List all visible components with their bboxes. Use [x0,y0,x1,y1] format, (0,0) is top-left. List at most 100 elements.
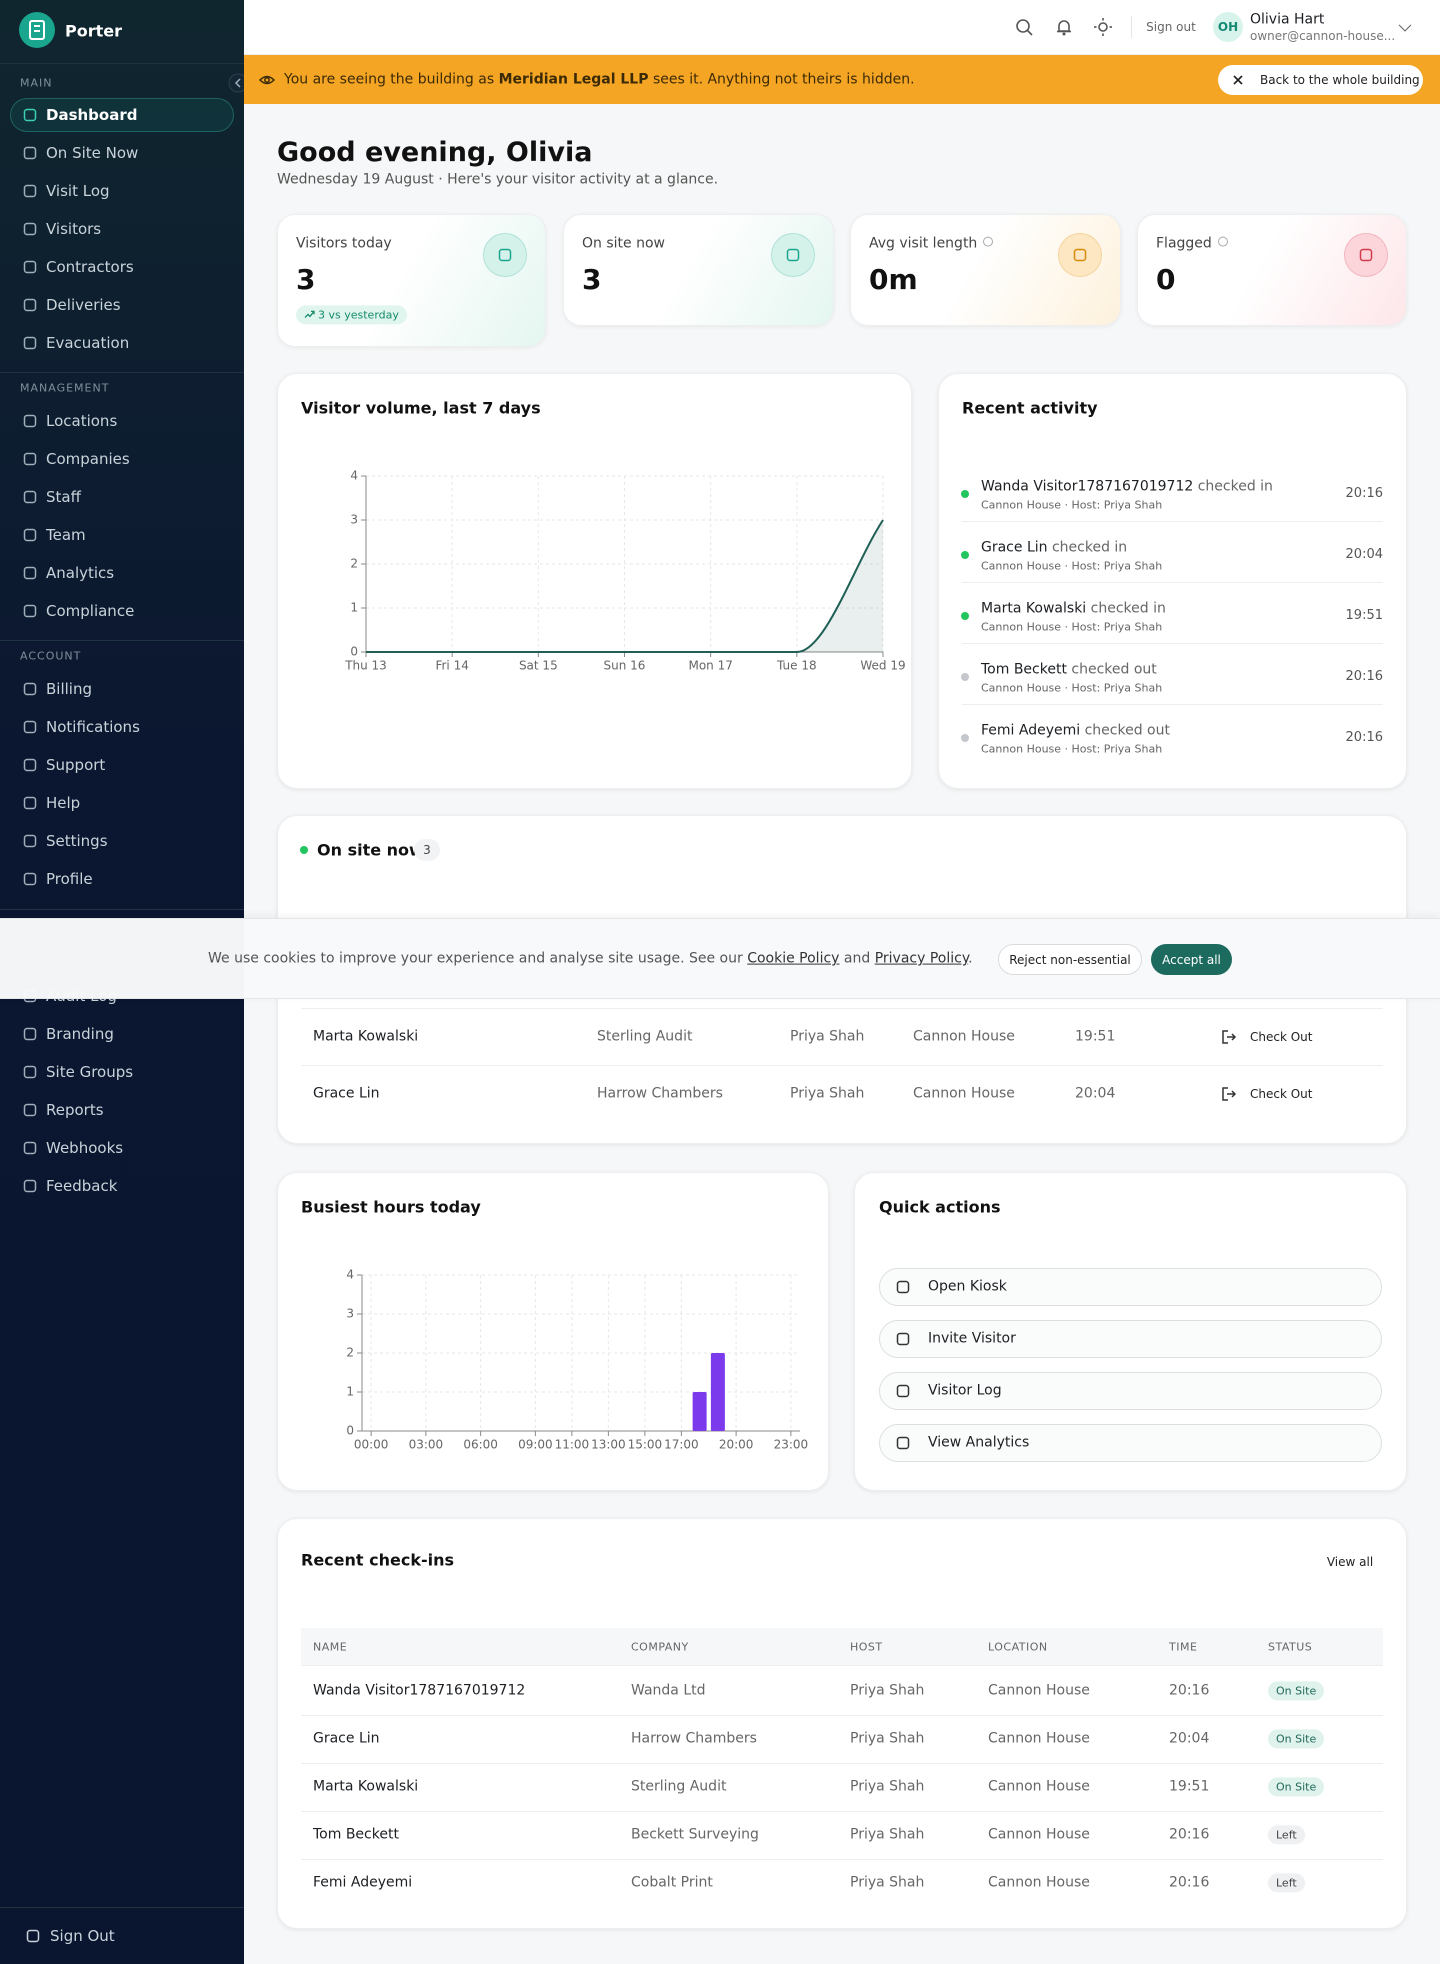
sign-out-link[interactable]: Sign out [1146,19,1196,34]
accept-button[interactable] [1151,944,1232,975]
cell: Cannon House [988,1682,1090,1699]
cell: 19:51 [1075,1028,1116,1045]
quick-action-label[interactable]: Visitor Log [928,1382,1002,1399]
banner-button[interactable] [1218,65,1423,95]
logo[interactable] [19,12,55,48]
avatar-initials: OH [1217,19,1239,34]
stat-delta: 3 vs yesterday [296,305,407,325]
nav-item[interactable]: Billing [46,680,92,698]
sidebar-divider [0,640,244,641]
quick-action[interactable] [879,1372,1382,1410]
cell: 20:16 [1169,1874,1210,1891]
notifications-button[interactable] [1055,18,1073,36]
avatar [1213,12,1243,42]
nav-item[interactable]: Companies [46,450,130,468]
cookie-policy-link[interactable]: Cookie Policy [747,950,840,967]
stat-delta-text: 3 vs yesterday [318,308,399,322]
banner-button-label[interactable]: Back to the whole building [1260,72,1420,87]
row-divider [962,521,1383,522]
cell: Cannon House [988,1778,1090,1795]
search-button[interactable] [1015,18,1033,36]
nav-item[interactable]: Profile [46,870,93,888]
theme-button[interactable] [1094,18,1112,36]
nav-item[interactable]: Team [46,526,86,544]
cell: Beckett Surveying [631,1826,759,1843]
icon [23,796,37,810]
activity-name: Grace Lin [981,539,1048,556]
icon [23,682,37,696]
nav-item[interactable]: Visitors [46,220,102,238]
quick-action-label[interactable]: Open Kiosk [928,1278,1007,1295]
nav-item[interactable]: Support [46,756,106,774]
cell: 20:16 [1169,1826,1210,1843]
topbar-divider [1131,16,1132,38]
nav-item[interactable]: Branding [46,1025,114,1043]
stat-label: Avg visit length [869,236,994,253]
nav-item[interactable]: Contractors [46,258,134,276]
icon [23,1141,37,1155]
sign-out[interactable]: Sign Out [50,1927,115,1945]
checkout-button[interactable]: Check Out [1250,1029,1313,1044]
reject-label[interactable]: Reject non-essential [1009,952,1131,967]
row-divider [301,1811,1383,1812]
icon [23,222,37,236]
row-divider [962,704,1383,705]
cell: Tom Beckett [313,1826,399,1843]
activity-action: checked in [1090,600,1166,617]
quick-action[interactable] [879,1424,1382,1462]
close-icon [1233,75,1243,85]
nav-item[interactable]: Settings [46,832,108,850]
card-title: On site now [317,840,424,860]
nav-item[interactable]: Staff [46,488,81,506]
banner-text-before: You are seeing the building as [284,71,495,88]
nav-item[interactable]: Site Groups [46,1063,134,1081]
nav-item[interactable]: Dashboard [46,106,138,124]
nav-item[interactable]: Compliance [46,602,135,620]
accept-label[interactable]: Accept all [1162,952,1221,967]
reject-button[interactable] [998,944,1142,975]
view-all[interactable]: View all [1326,1554,1374,1569]
icon [23,414,37,428]
quick-action[interactable] [879,1268,1382,1306]
nav-item[interactable]: Feedback [46,1177,118,1195]
privacy-policy-link[interactable]: Privacy Policy [874,950,969,967]
icon [23,758,37,772]
nav-item[interactable]: Analytics [46,564,115,582]
nav-item[interactable]: Webhooks [46,1139,124,1157]
icon [23,1103,37,1117]
activity-time: 20:04 [1345,547,1383,563]
nav-item[interactable]: Deliveries [46,296,121,314]
checkout-button[interactable]: Check Out [1250,1086,1313,1101]
nav-item[interactable]: Evacuation [46,334,130,352]
info-icon[interactable] [982,236,994,248]
stat-value: 0 [1156,263,1176,297]
cell: Priya Shah [850,1682,925,1699]
icon [23,872,37,886]
cell: Femi Adeyemi [313,1874,413,1891]
icon [498,248,512,262]
info-icon[interactable] [1217,236,1229,248]
stat-icon [1344,233,1388,277]
chart-title: Visitor volume, last 7 days [301,398,541,418]
icon [23,146,37,160]
quick-action-label[interactable]: View Analytics [928,1434,1030,1451]
user-name[interactable]: Olivia Hart [1250,11,1325,28]
cell: Sterling Audit [597,1028,693,1045]
nav-item[interactable]: Locations [46,412,118,430]
nav-item[interactable]: Help [46,794,81,812]
nav-section-title: ACCOUNT [20,649,82,663]
chart-title: Busiest hours today [301,1197,481,1217]
quick-action-label[interactable]: Invite Visitor [928,1330,1016,1347]
icon [23,528,37,542]
icon [1073,248,1087,262]
status-dot [300,846,308,854]
quick-action[interactable] [879,1320,1382,1358]
nav-item[interactable]: Notifications [46,718,140,736]
activity-detail: Cannon House · Host: Priya Shah [981,498,1163,512]
icon [23,336,37,350]
nav-item[interactable]: Reports [46,1101,104,1119]
nav-item[interactable]: Visit Log [46,182,110,200]
nav-item[interactable]: On Site Now [46,144,139,162]
banner-company: Meridian Legal LLP [498,71,649,88]
cookie-and: and [843,950,871,967]
